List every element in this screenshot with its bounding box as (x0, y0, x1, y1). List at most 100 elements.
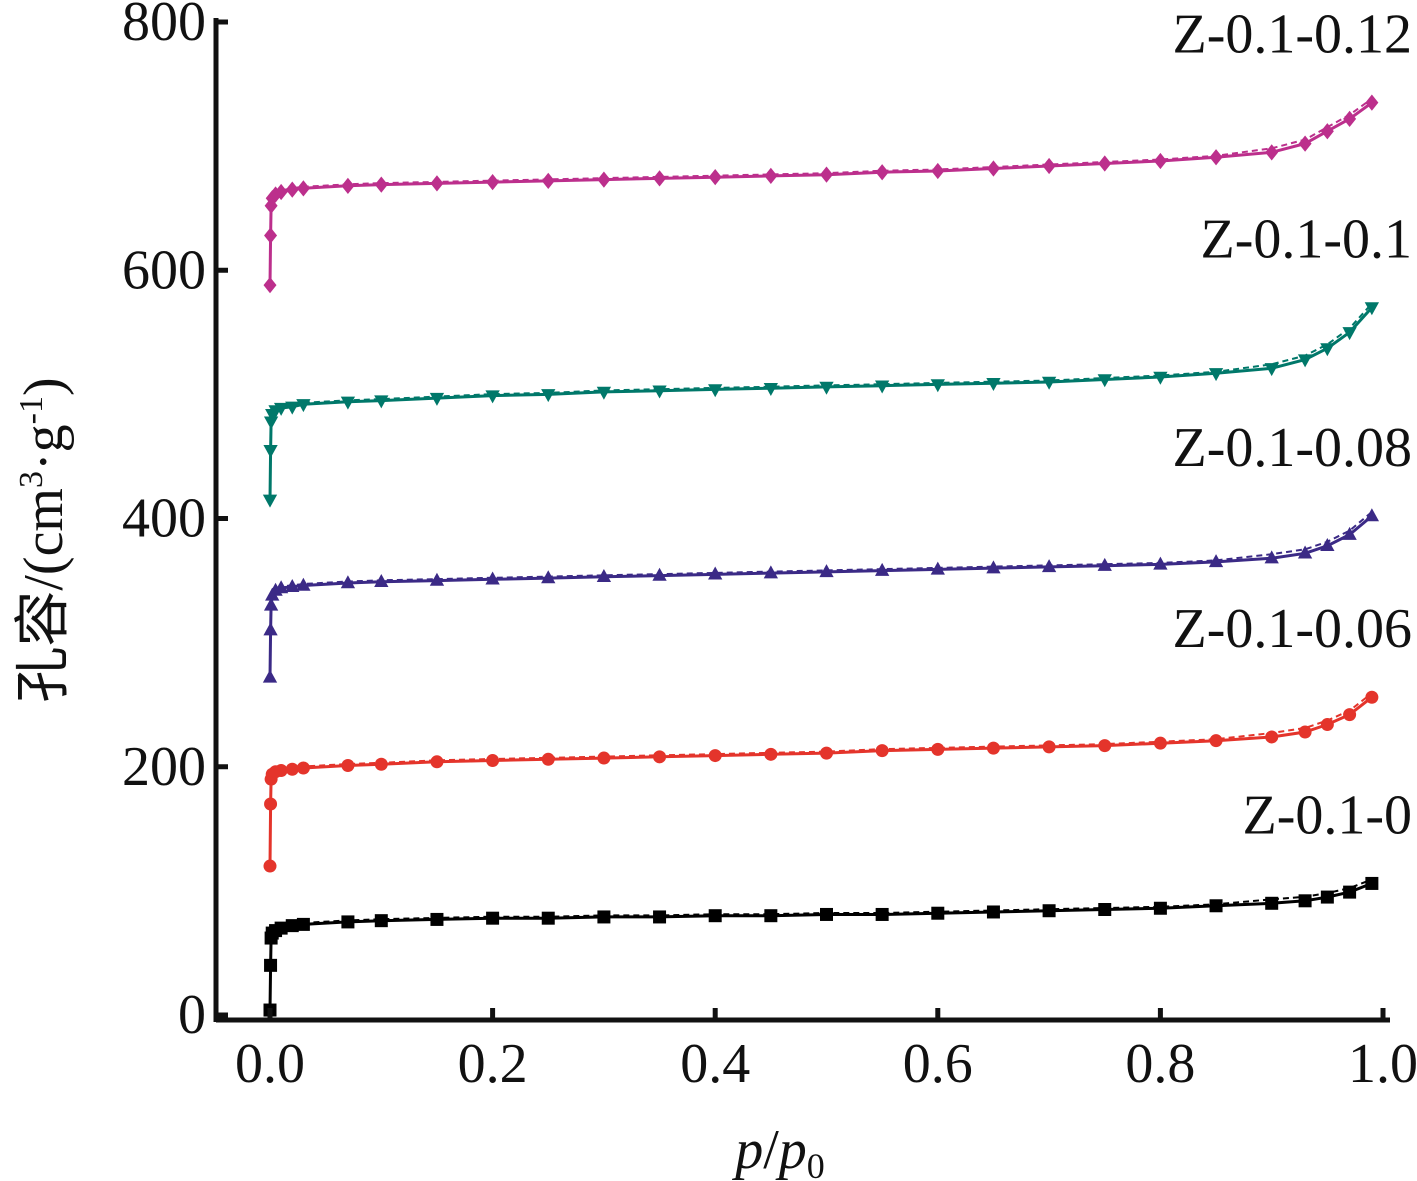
series-desorption-line (269, 878, 1373, 1009)
data-point (597, 910, 611, 924)
series-line (268, 696, 1373, 867)
data-point (875, 164, 889, 181)
data-point (708, 169, 722, 186)
data-point (274, 921, 288, 935)
series-label: Z-0.1-0 (1242, 784, 1412, 846)
data-point (1098, 739, 1112, 753)
data-point (1365, 94, 1379, 111)
data-point (653, 750, 667, 764)
data-point (1208, 368, 1224, 382)
data-point (1297, 354, 1313, 368)
data-point (485, 571, 500, 585)
data-point (1098, 155, 1112, 172)
data-point (296, 577, 311, 591)
data-point (1153, 901, 1167, 915)
data-point (430, 912, 444, 926)
data-point (429, 392, 445, 406)
data-point (263, 622, 278, 636)
data-point (1297, 545, 1313, 559)
data-point (285, 181, 299, 198)
data-point (764, 167, 778, 185)
data-point (1153, 371, 1168, 385)
data-point (820, 746, 833, 760)
data-point (263, 859, 277, 873)
data-point (1153, 152, 1167, 170)
series-Z-0.1-0 (263, 876, 1379, 1017)
series-label: Z-0.1-0.08 (1172, 417, 1412, 479)
data-point (486, 754, 500, 768)
data-point (430, 175, 444, 192)
data-point (264, 797, 278, 811)
y-tick-label: 200 (122, 736, 206, 798)
data-point (485, 390, 500, 404)
data-point (931, 906, 945, 920)
data-point (374, 757, 388, 771)
x-axis-title: p/p0 (731, 1119, 825, 1181)
data-point (541, 570, 556, 584)
y-tick-label: 600 (122, 239, 206, 301)
data-point (763, 565, 778, 579)
data-point (930, 561, 945, 575)
data-point (820, 166, 833, 183)
data-point (653, 170, 667, 187)
data-point (296, 180, 310, 197)
data-point (1320, 123, 1334, 140)
data-point (986, 378, 1001, 392)
y-tick-label: 0 (178, 984, 206, 1046)
data-point (1320, 718, 1334, 732)
data-point (1298, 725, 1312, 739)
series-label: Z-0.1-0.1 (1200, 208, 1412, 270)
data-point (596, 386, 612, 400)
data-point (374, 176, 388, 193)
data-point (374, 914, 388, 928)
data-point (1097, 374, 1112, 388)
data-point (541, 752, 555, 766)
data-point (274, 763, 288, 777)
data-point (1265, 730, 1279, 744)
data-point (264, 958, 278, 972)
data-point (285, 919, 299, 933)
data-point (931, 742, 945, 756)
data-point (1208, 554, 1224, 568)
data-point (1342, 526, 1357, 540)
data-point (597, 751, 611, 765)
data-point (1098, 902, 1112, 916)
x-tick-label: 0.8 (1125, 1033, 1195, 1095)
data-point (1265, 896, 1279, 910)
data-point (296, 917, 310, 931)
series-labels: Z-0.1-0 Z-0.1-0.06 Z-0.1-0.08 Z-0.1-0.1 Z-0.… (1172, 4, 1412, 847)
data-point (1265, 144, 1279, 161)
data-point (931, 162, 945, 180)
data-point (875, 562, 890, 576)
x-tick-label: 0.6 (903, 1033, 973, 1095)
data-point (1364, 302, 1380, 316)
data-point (541, 911, 555, 925)
data-point (652, 567, 667, 581)
data-point (1320, 538, 1335, 552)
data-point (285, 578, 300, 592)
data-point (819, 564, 834, 578)
data-point (296, 761, 310, 775)
data-point (1041, 559, 1057, 573)
data-point (1209, 149, 1223, 166)
data-point (1365, 876, 1379, 890)
y-tick-label: 800 (122, 0, 206, 53)
data-point (1365, 690, 1379, 704)
data-point (1364, 508, 1380, 522)
data-point (340, 396, 356, 410)
data-point (263, 277, 277, 294)
data-point (875, 744, 889, 758)
data-point (1320, 890, 1334, 904)
series-Z-0.1-0.12 (263, 94, 1379, 294)
data-point (597, 171, 611, 188)
data-point (262, 669, 278, 683)
x-tick-label: 1.0 (1348, 1033, 1417, 1095)
data-point (1209, 899, 1223, 913)
series-desorption-line (269, 97, 1373, 284)
data-point (285, 401, 300, 415)
data-point (708, 566, 723, 580)
y-tick-label: 400 (122, 488, 206, 550)
data-point (652, 385, 667, 399)
x-tick-label: 0.2 (458, 1033, 528, 1095)
